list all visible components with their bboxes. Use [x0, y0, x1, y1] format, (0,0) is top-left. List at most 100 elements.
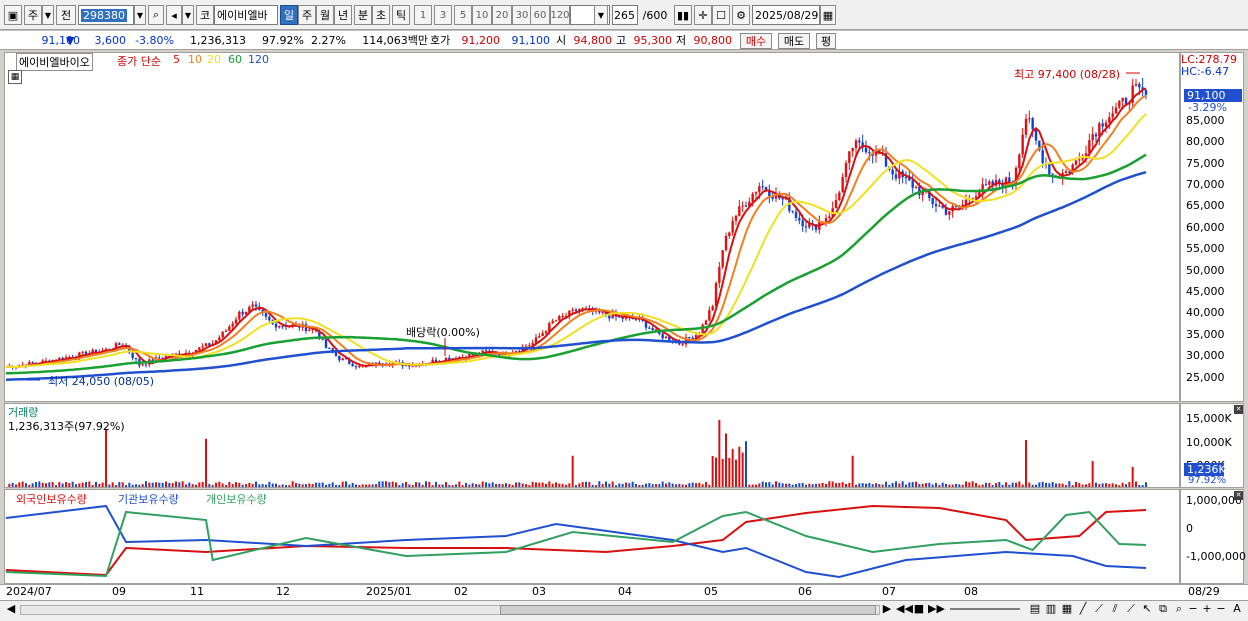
step-button-4[interactable]: 20: [492, 5, 512, 25]
window-icon[interactable]: ▥: [1045, 602, 1057, 615]
stop-icon[interactable]: ■: [913, 602, 925, 615]
holding-axis: [1180, 489, 1244, 584]
stock-code-input[interactable]: 298380: [78, 5, 134, 25]
zoom-in-icon[interactable]: +: [1202, 602, 1212, 615]
magnify-icon[interactable]: ⌕: [1175, 602, 1183, 615]
zoom-out-icon[interactable]: −: [1188, 602, 1198, 615]
x-tick: 2024/07: [6, 585, 52, 598]
kospi-button[interactable]: 코: [196, 5, 214, 25]
market-mode-button[interactable]: 주: [24, 5, 42, 25]
volume-bar: [278, 485, 281, 487]
volume-bar: [618, 483, 621, 487]
volume-bar: [291, 481, 294, 487]
scroll-right-icon[interactable]: ▶: [882, 602, 892, 615]
search-icon[interactable]: ⌕: [148, 5, 164, 25]
volume-bar: [458, 481, 461, 487]
period-button-1[interactable]: 주: [298, 5, 316, 25]
count-input[interactable]: 265: [612, 5, 638, 25]
prev-mode-button[interactable]: 전: [56, 5, 76, 25]
speaker-icon[interactable]: ◂: [166, 5, 182, 25]
period-button-2[interactable]: 월: [316, 5, 334, 25]
draw-cursor-icon[interactable]: ↖: [1142, 602, 1152, 615]
eval-button[interactable]: 평: [816, 33, 836, 49]
candle-body: [1001, 184, 1004, 188]
draw-channel-icon[interactable]: ⫽: [1112, 602, 1118, 615]
candle-body: [1094, 134, 1098, 137]
stock-name-field[interactable]: 에이비엘바: [214, 5, 278, 25]
code-dropdown-icon[interactable]: ▼: [134, 5, 146, 25]
volume-bar: [1138, 484, 1141, 487]
volume-bar: [358, 484, 361, 487]
buy-button[interactable]: 매수: [740, 33, 772, 49]
volume-bar: [305, 484, 307, 487]
period-button-4[interactable]: 분: [354, 5, 372, 25]
checkbox-icon[interactable]: ☐: [712, 5, 730, 25]
volume-bar: [908, 482, 911, 487]
volume-bar: [631, 481, 634, 487]
first-page-icon[interactable]: ◀◀: [896, 602, 913, 615]
volume-bar: [131, 484, 134, 487]
candle-body: [204, 343, 208, 347]
volume-bar: [95, 481, 97, 487]
volume-chart-panel[interactable]: [4, 403, 1180, 488]
candle-body: [44, 360, 48, 362]
candle-icon[interactable]: ▮▮: [674, 5, 692, 25]
scrollbar-thumb[interactable]: [500, 605, 876, 615]
volume-bar: [868, 483, 871, 487]
volume-bar: [1128, 482, 1131, 487]
grid-toggle-icon[interactable]: ▦: [8, 70, 22, 84]
candle-body: [738, 206, 741, 216]
step-dropdown-icon[interactable]: ▼: [594, 5, 608, 25]
draw-fan-icon[interactable]: ⟋: [1127, 602, 1135, 615]
next-page-icon[interactable]: ▶▶: [928, 602, 945, 615]
period-button-5[interactable]: 초: [372, 5, 390, 25]
price-tick: 80,000: [1186, 135, 1225, 149]
volume-bar: [341, 481, 344, 487]
candle-body: [61, 357, 64, 360]
volume-bar: [1085, 484, 1087, 487]
date-input[interactable]: 2025/08/29: [752, 5, 820, 25]
horizontal-scrollbar[interactable]: [20, 605, 880, 615]
grid-icon[interactable]: ▦: [1061, 602, 1073, 615]
candle-body: [541, 333, 544, 337]
calendar-icon[interactable]: ▦: [820, 5, 836, 25]
font-size-icon[interactable]: A: [1233, 602, 1241, 615]
holding-close-icon[interactable]: ✕: [1234, 491, 1243, 500]
scroll-left-icon[interactable]: ◀: [6, 602, 16, 615]
step-button-1[interactable]: 3: [434, 5, 452, 25]
volume-bar: [281, 484, 284, 487]
period-button-6[interactable]: 틱: [392, 5, 410, 25]
volume-bar: [811, 484, 814, 487]
volume-bar: [691, 482, 694, 487]
volume-bar: [568, 483, 571, 487]
volume-bar: [735, 459, 737, 487]
stock-name-label[interactable]: 에이비엘바이오: [16, 53, 93, 71]
step-button-6[interactable]: 60: [530, 5, 550, 25]
period-button-0[interactable]: 일: [280, 5, 298, 25]
holding-chart-panel[interactable]: [4, 489, 1180, 584]
gear-icon[interactable]: ⚙: [732, 5, 750, 25]
window-menu-icon[interactable]: ▣: [4, 5, 22, 25]
volume-bar: [105, 428, 107, 487]
crosshair-icon[interactable]: ✛: [694, 5, 712, 25]
price-chart-panel[interactable]: [4, 52, 1180, 402]
copy-icon[interactable]: ⧉: [1159, 602, 1167, 615]
candle-body: [798, 217, 801, 221]
step-button-0[interactable]: 1: [414, 5, 432, 25]
volume-bar: [721, 458, 724, 487]
step-button-2[interactable]: 5: [454, 5, 472, 25]
sell-button[interactable]: 매도: [778, 33, 810, 49]
speaker-dropdown-icon[interactable]: ▼: [182, 5, 194, 25]
candle-body: [828, 216, 831, 219]
period-button-3[interactable]: 년: [334, 5, 352, 25]
candle-body: [241, 311, 244, 315]
draw-line-icon[interactable]: ╱: [1079, 602, 1087, 615]
volume-close-icon[interactable]: ✕: [1234, 405, 1243, 414]
minus-icon[interactable]: −: [1216, 602, 1226, 615]
market-dropdown-icon[interactable]: ▼: [42, 5, 54, 25]
layout-icon[interactable]: ▤: [1029, 602, 1041, 615]
draw-trend-icon[interactable]: ⟋: [1095, 602, 1103, 615]
zoom-slider[interactable]: [950, 608, 1020, 610]
step-button-3[interactable]: 10: [472, 5, 492, 25]
step-button-7[interactable]: 120: [550, 5, 570, 25]
